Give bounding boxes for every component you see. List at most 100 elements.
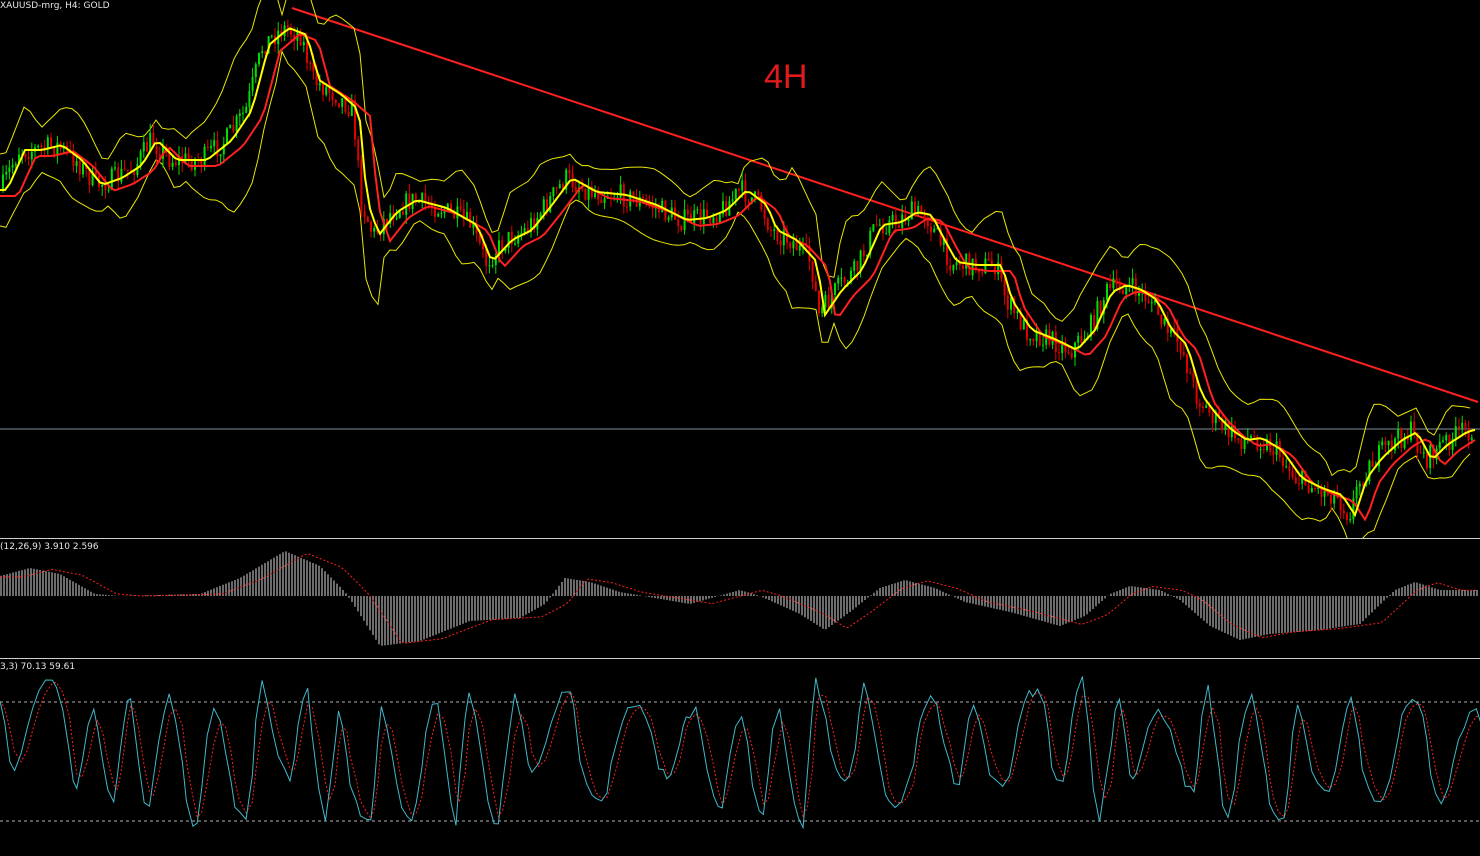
candlestick — [46, 134, 49, 155]
price-chart[interactable] — [0, 0, 1480, 538]
macd-indicator[interactable] — [0, 541, 1480, 658]
candlestick — [357, 136, 360, 168]
pane-separator[interactable] — [0, 658, 1480, 659]
candlestick — [1182, 342, 1185, 358]
candlestick — [78, 157, 81, 182]
candlestick — [1438, 433, 1441, 452]
candlestick — [75, 156, 78, 173]
candlestick — [798, 237, 801, 256]
candlestick — [110, 166, 113, 191]
candlestick — [50, 133, 52, 149]
candlestick — [514, 235, 516, 247]
candlestick — [488, 257, 491, 274]
candlestick — [373, 225, 376, 238]
stochastic-label: 3,3) 70.13 59.61 — [0, 662, 76, 672]
price-chart-pane[interactable]: XAUUSD-mrg, H4: GOLD 4H — [0, 0, 1480, 538]
candlestick — [1419, 445, 1422, 454]
candlestick — [766, 216, 769, 233]
candlestick — [453, 209, 456, 220]
candlestick — [334, 98, 337, 107]
candlestick — [622, 181, 625, 214]
candlestick — [1006, 285, 1009, 319]
candlestick — [190, 155, 193, 172]
candlestick — [1358, 480, 1361, 496]
candlestick — [1163, 317, 1166, 327]
candlestick — [952, 264, 955, 274]
candlestick — [1160, 314, 1163, 330]
candlestick — [1080, 328, 1083, 344]
candlestick — [350, 94, 353, 117]
candlestick — [1048, 323, 1051, 348]
candlestick — [795, 235, 798, 251]
candlestick — [1131, 268, 1134, 294]
candlestick — [210, 139, 212, 153]
candlestick — [1227, 420, 1230, 446]
candlestick — [1054, 325, 1057, 361]
candlestick — [1339, 494, 1342, 519]
candlestick — [1195, 376, 1198, 410]
candlestick — [414, 192, 417, 206]
candlestick — [856, 260, 859, 280]
stochastic-indicator[interactable] — [0, 661, 1480, 856]
candlestick — [152, 123, 155, 147]
candlestick — [424, 184, 427, 211]
candlestick — [462, 200, 465, 227]
candlestick — [875, 214, 878, 227]
candlestick — [898, 219, 900, 228]
candlestick — [872, 223, 875, 233]
candlestick — [232, 115, 235, 134]
candlestick — [437, 212, 440, 218]
candlestick — [786, 224, 788, 250]
candlestick — [600, 196, 603, 204]
candlestick — [1253, 428, 1256, 440]
pane-separator[interactable] — [0, 538, 1480, 539]
candlesticks — [2, 19, 1473, 526]
candlestick — [552, 186, 555, 201]
candlestick — [878, 218, 881, 227]
macd-signal-line — [0, 553, 1476, 644]
candlestick — [1301, 469, 1304, 490]
candlestick — [421, 192, 424, 209]
candlestick — [1189, 367, 1192, 375]
candlestick — [1061, 335, 1064, 361]
candlestick — [734, 188, 737, 206]
candlestick — [840, 268, 843, 287]
candlestick — [597, 186, 600, 206]
candlestick — [1330, 494, 1332, 512]
candlestick — [261, 45, 264, 58]
candlestick — [824, 290, 827, 312]
candlestick — [1090, 312, 1092, 342]
candlestick — [626, 200, 628, 213]
candlestick — [27, 149, 30, 166]
candlestick — [1243, 439, 1246, 454]
stochastic-main-line — [0, 676, 1480, 830]
candlestick — [1272, 446, 1275, 465]
candlestick — [1352, 490, 1355, 525]
timeframe-annotation: 4H — [764, 58, 808, 96]
candlestick — [789, 240, 792, 254]
candlestick — [219, 154, 222, 164]
stochastic-pane[interactable]: 3,3) 70.13 59.61 — [0, 661, 1480, 856]
candlestick — [1067, 346, 1070, 356]
candlestick — [763, 201, 766, 226]
candlestick — [661, 197, 664, 213]
candlestick — [1314, 485, 1316, 492]
candlestick — [494, 252, 497, 274]
candlestick — [456, 197, 459, 228]
candlestick — [72, 143, 75, 173]
candlestick — [226, 126, 228, 145]
candlestick — [568, 163, 571, 180]
candlestick — [933, 224, 936, 233]
candlestick — [395, 209, 398, 221]
candlestick — [501, 235, 504, 260]
candlestick — [469, 207, 472, 229]
macd-pane[interactable]: (12,26,9) 3.910 2.596 — [0, 541, 1480, 658]
candlestick — [174, 158, 177, 167]
candlestick — [885, 226, 888, 235]
candlestick — [245, 102, 248, 114]
candlestick — [430, 195, 433, 216]
candlestick — [520, 225, 523, 241]
candlestick — [309, 60, 312, 72]
candlestick — [1109, 274, 1112, 291]
candlestick — [862, 243, 865, 263]
